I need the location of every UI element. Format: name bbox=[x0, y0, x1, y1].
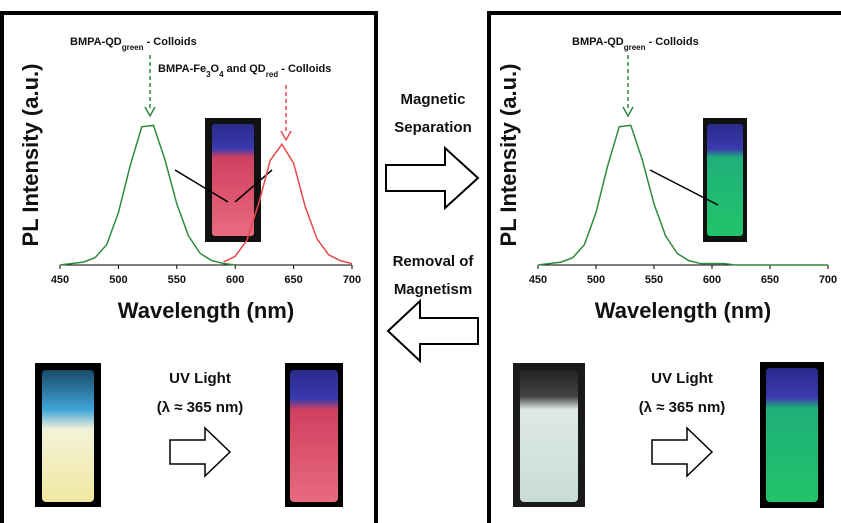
x-tick-label: 650 bbox=[284, 274, 302, 286]
arrow bbox=[652, 428, 712, 476]
x-axis-label: Wavelength (nm) bbox=[118, 298, 294, 323]
arrow-label: Removal of bbox=[393, 253, 475, 270]
x-tick-label: 450 bbox=[529, 274, 547, 286]
x-tick-label: 700 bbox=[819, 274, 837, 286]
annotation-part: - Colloids bbox=[646, 36, 699, 48]
arrow bbox=[388, 301, 478, 361]
annotation-arrowhead bbox=[281, 131, 291, 140]
x-tick-label: 500 bbox=[587, 274, 605, 286]
x-tick-label: 550 bbox=[168, 274, 186, 286]
x-axis-label: Wavelength (nm) bbox=[595, 298, 771, 323]
x-tick-label: 700 bbox=[343, 274, 361, 286]
x-tick-label: 450 bbox=[51, 274, 69, 286]
uv-label: (λ ≈ 365 nm) bbox=[639, 399, 726, 416]
annotation-part: - Colloids bbox=[278, 63, 331, 75]
annotation-part: green bbox=[122, 43, 144, 52]
annotation: BMPA-QDgreen - Colloids bbox=[572, 36, 699, 52]
arrow-label: Magnetic bbox=[400, 91, 465, 108]
annotation-part: green bbox=[624, 43, 646, 52]
annotation-part: BMPA-QD bbox=[572, 36, 624, 48]
x-tick-label: 600 bbox=[703, 274, 721, 286]
y-axis-label: PL Intensity (a.u.) bbox=[496, 64, 521, 247]
uv-label: (λ ≈ 365 nm) bbox=[157, 399, 244, 416]
line-series bbox=[538, 125, 828, 265]
annotation-arrowhead bbox=[623, 107, 633, 116]
x-tick-label: 650 bbox=[761, 274, 779, 286]
x-tick-label: 500 bbox=[109, 274, 127, 286]
annotation-part: - Colloids bbox=[144, 36, 197, 48]
arrow bbox=[170, 428, 230, 476]
annotation-part: BMPA-QD bbox=[70, 36, 122, 48]
annotation-part: red bbox=[266, 70, 279, 79]
x-tick-label: 550 bbox=[645, 274, 663, 286]
y-axis-label: PL Intensity (a.u.) bbox=[18, 64, 43, 247]
arrow-label: Separation bbox=[394, 119, 472, 136]
arrow-label: Magnetism bbox=[394, 281, 472, 298]
annotation-arrowhead bbox=[145, 107, 155, 116]
uv-label: UV Light bbox=[169, 370, 231, 387]
annotation-part: and QD bbox=[224, 63, 266, 75]
arrow bbox=[386, 148, 478, 208]
uv-label: UV Light bbox=[651, 370, 713, 387]
annotation-part: BMPA-Fe bbox=[158, 63, 206, 75]
annotation: BMPA-QDgreen - Colloids bbox=[70, 36, 197, 52]
x-tick-label: 600 bbox=[226, 274, 244, 286]
figure: Magnetic Separation Removal of Magnetism… bbox=[0, 0, 841, 523]
annotation: BMPA-Fe3O4 and QDred - Colloids bbox=[158, 63, 331, 79]
